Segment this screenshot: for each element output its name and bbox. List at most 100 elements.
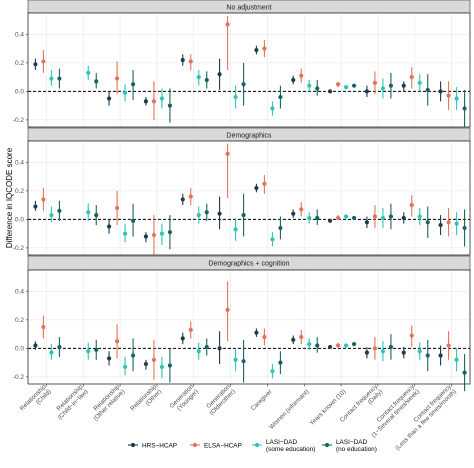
- data-point: [438, 222, 443, 228]
- data-point: [254, 330, 259, 335]
- data-point: [217, 346, 222, 351]
- data-point: [343, 214, 349, 219]
- legend-label: LASI−DAD (some education): [266, 439, 315, 453]
- data-point: [188, 327, 193, 332]
- panel-border: [27, 140, 471, 256]
- data-point: [57, 76, 62, 81]
- panel-border: [27, 269, 471, 385]
- data-point: [86, 349, 91, 354]
- data-point: [41, 324, 46, 330]
- data-point: [278, 225, 283, 231]
- panel-background: [27, 269, 471, 385]
- data-point: [462, 106, 467, 111]
- data-point: [446, 343, 451, 348]
- data-point: [364, 89, 370, 94]
- data-point: [372, 80, 378, 85]
- data-point: [351, 342, 357, 347]
- data-point: [122, 364, 128, 369]
- data-point: [196, 349, 201, 354]
- data-point: [204, 210, 209, 215]
- panel-1: No adjustment -0.2 0.0 0.2 0.4: [13, 0, 471, 128]
- data-point: [380, 86, 386, 91]
- panel-background: [27, 12, 471, 128]
- facet-strip-title: Demographics + cognition: [208, 261, 289, 268]
- data-point: [343, 85, 349, 90]
- data-point: [351, 215, 357, 221]
- data-point: [380, 215, 386, 221]
- data-point: [41, 197, 46, 202]
- data-point: [130, 218, 136, 223]
- data-point: [33, 204, 38, 209]
- data-point: [307, 342, 312, 347]
- y-tick-label: 0.2: [15, 188, 24, 195]
- data-point: [196, 213, 201, 218]
- data-point: [233, 227, 238, 232]
- data-point: [233, 94, 238, 100]
- data-point: [372, 214, 378, 219]
- y-tick-label: 0.2: [15, 317, 24, 324]
- data-point: [270, 106, 275, 111]
- data-point: [143, 361, 149, 367]
- y-tick-label: -0.2: [13, 117, 25, 124]
- data-point: [33, 62, 38, 67]
- data-point: [351, 83, 357, 88]
- data-point: [307, 215, 312, 221]
- y-tick-label: 0.0: [15, 346, 24, 353]
- data-point: [388, 214, 394, 219]
- data-point: [380, 349, 386, 354]
- data-point: [57, 344, 62, 350]
- data-point: [299, 73, 304, 78]
- data-point: [188, 59, 193, 64]
- data-point: [167, 230, 173, 235]
- data-point: [114, 76, 120, 81]
- legend-label: ELSA−HCAP: [204, 442, 242, 449]
- y-tick-label: 0.4: [15, 160, 24, 167]
- x-category-label: Relationship(Other relative): [87, 383, 126, 422]
- y-tick-label: 0.0: [15, 217, 24, 224]
- data-point: [291, 211, 296, 216]
- data-point: [291, 77, 296, 83]
- data-point: [401, 350, 406, 355]
- data-point: [151, 232, 157, 238]
- data-point: [409, 75, 414, 80]
- data-point: [278, 360, 283, 365]
- x-category-label: Relationship(Child−in−law): [52, 383, 90, 421]
- data-point: [180, 336, 185, 341]
- data-point: [86, 70, 91, 75]
- data-point: [41, 59, 46, 64]
- panel-border: [27, 12, 471, 128]
- data-point: [196, 75, 201, 80]
- legend-key-point: [324, 442, 330, 448]
- data-point: [151, 99, 157, 104]
- data-point: [180, 57, 185, 63]
- data-point: [262, 181, 267, 186]
- panels-group: No adjustment -0.2 0.0 0.2 0.4 Demographics -0…: [13, 0, 471, 392]
- data-point: [417, 80, 422, 85]
- data-point: [233, 357, 238, 362]
- x-category-label: Relationship(Other): [129, 383, 163, 417]
- x-category-label: Generation(Olderother): [203, 383, 237, 417]
- data-point: [438, 353, 443, 358]
- data-point: [446, 93, 451, 98]
- data-point: [204, 77, 209, 83]
- data-point: [130, 82, 136, 87]
- data-point: [225, 307, 230, 312]
- data-point: [335, 343, 341, 348]
- data-point: [315, 86, 320, 91]
- panel-background: [27, 140, 471, 256]
- data-point: [462, 370, 467, 375]
- data-point: [180, 197, 185, 202]
- data-point: [122, 90, 128, 95]
- data-point: [143, 234, 149, 239]
- legend-label: HRS−HCAP: [142, 442, 177, 449]
- x-category-line: Women (informant): [268, 388, 310, 430]
- x-category-label: Contact frequency(Less than a few times/…: [389, 383, 458, 452]
- data-point: [299, 334, 304, 340]
- data-point: [425, 353, 430, 358]
- data-point: [159, 364, 165, 369]
- legend-label-line: HRS−HCAP: [142, 442, 177, 449]
- data-point: [167, 103, 173, 108]
- data-point: [270, 369, 275, 374]
- data-point: [307, 83, 312, 88]
